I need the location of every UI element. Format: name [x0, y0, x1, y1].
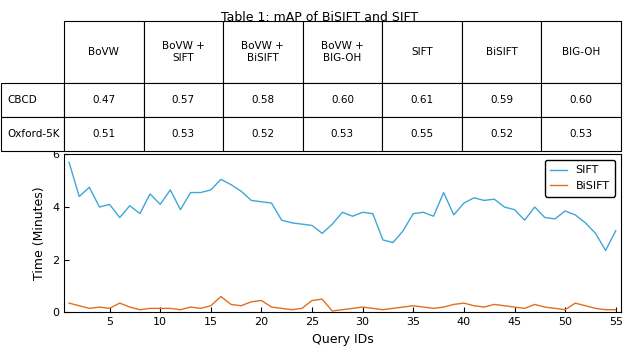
- SIFT: [268, 201, 275, 205]
- Line: BiSIFT: BiSIFT: [69, 297, 616, 311]
- BiSIFT: [126, 305, 134, 309]
- Text: Table 1: mAP of BiSIFT and SIFT: Table 1: mAP of BiSIFT and SIFT: [221, 11, 419, 24]
- BiSIFT: [602, 308, 609, 312]
- SIFT: [612, 229, 620, 233]
- SIFT: [197, 190, 205, 195]
- BiSIFT: [65, 301, 73, 305]
- SIFT: [65, 160, 73, 164]
- BiSIFT: [328, 309, 336, 313]
- SIFT: [166, 188, 174, 192]
- BiSIFT: [612, 308, 620, 312]
- SIFT: [602, 248, 609, 253]
- Legend: SIFT, BiSIFT: SIFT, BiSIFT: [545, 160, 615, 197]
- BiSIFT: [278, 306, 285, 311]
- Line: SIFT: SIFT: [69, 162, 616, 251]
- BiSIFT: [166, 306, 174, 311]
- BiSIFT: [197, 306, 205, 311]
- X-axis label: Query IDs: Query IDs: [312, 333, 373, 346]
- BiSIFT: [217, 294, 225, 299]
- BiSIFT: [572, 301, 579, 305]
- SIFT: [591, 231, 599, 236]
- SIFT: [551, 217, 559, 221]
- SIFT: [126, 204, 134, 208]
- Y-axis label: Time (Minutes): Time (Minutes): [33, 187, 47, 280]
